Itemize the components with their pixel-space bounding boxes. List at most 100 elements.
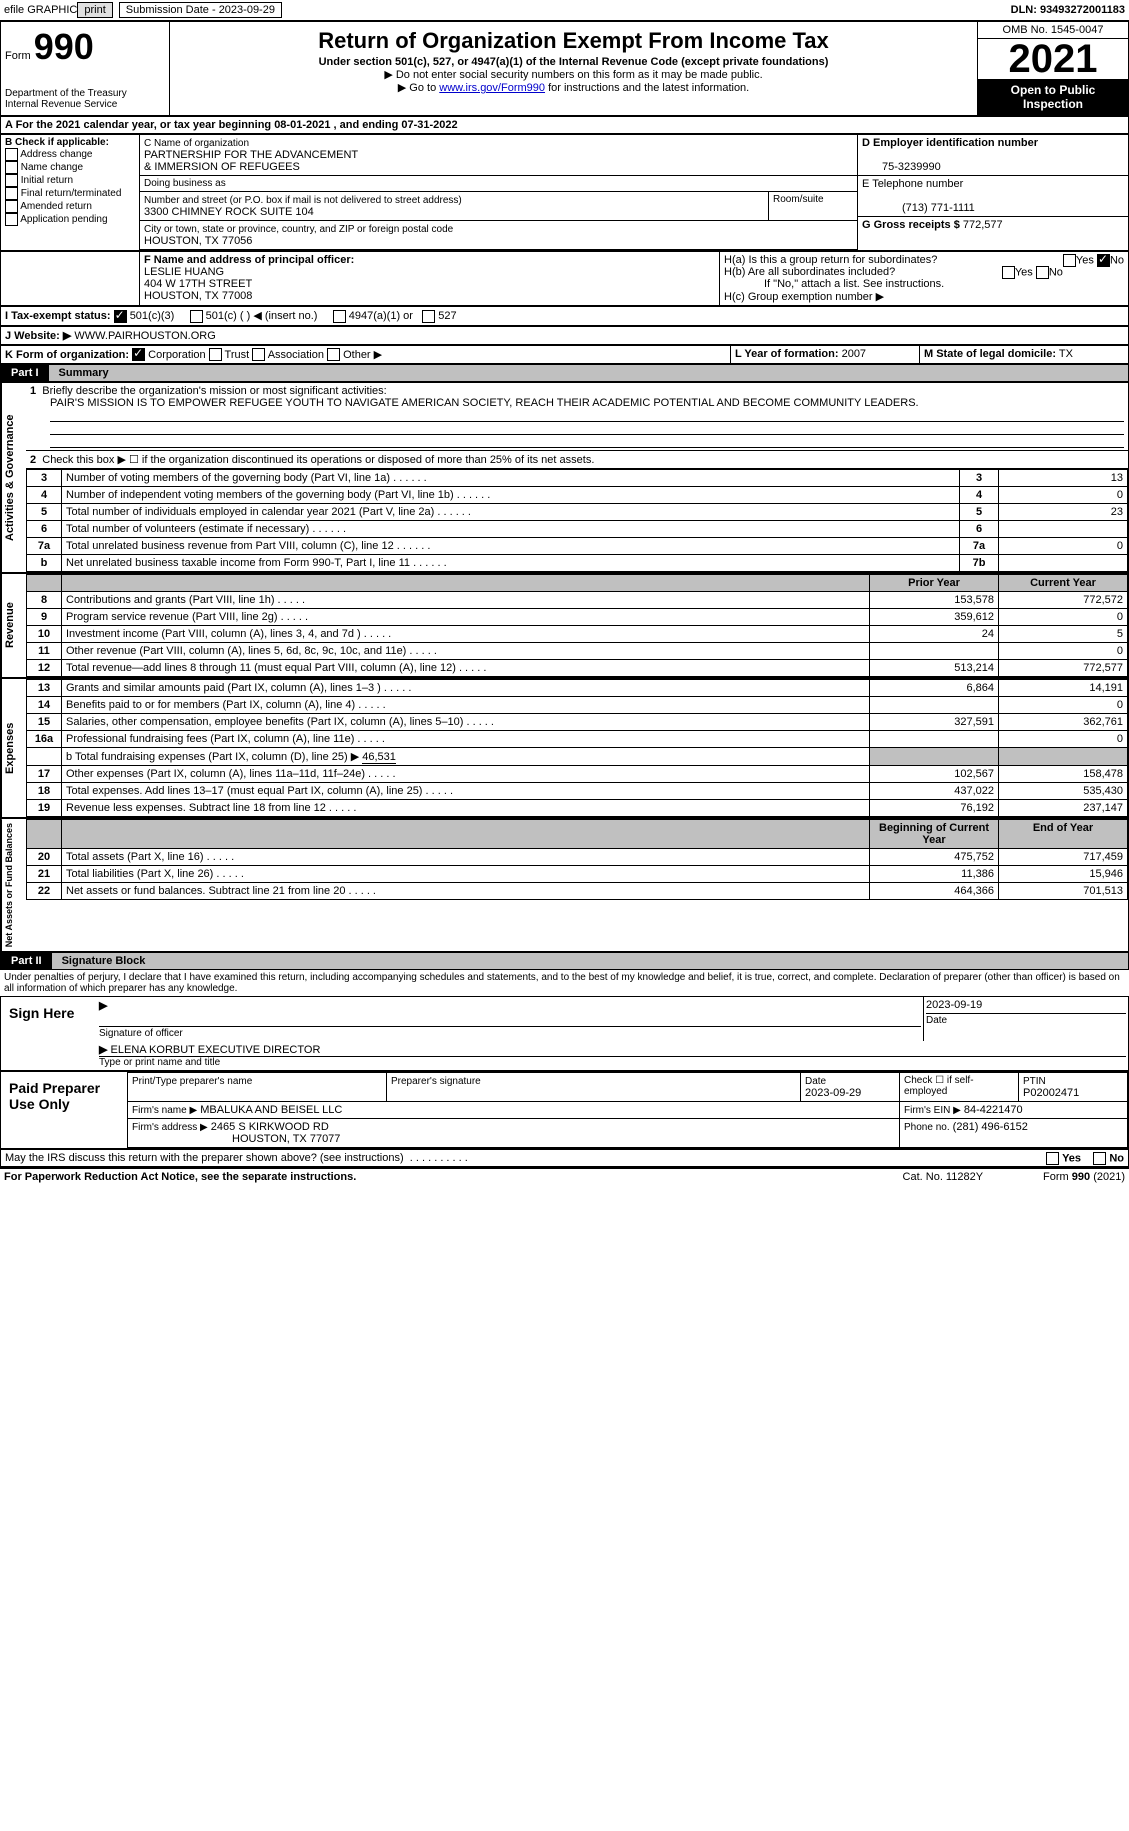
dba-label: Doing business as xyxy=(140,176,857,192)
sign-here-block: Sign Here ▶ Signature of officer 2023-09… xyxy=(0,996,1129,1071)
section-j: J Website: ▶ WWW.PAIRHOUSTON.ORG xyxy=(0,326,1129,345)
form-word: Form xyxy=(5,50,31,62)
tel-label: E Telephone number xyxy=(862,178,963,190)
501c3-checkbox[interactable] xyxy=(114,310,127,323)
row-9: 9Program service revenue (Part VIII, lin… xyxy=(27,609,1128,626)
row-19: 19Revenue less expenses. Subtract line 1… xyxy=(27,800,1128,817)
addr-label: Number and street (or P.O. box if mail i… xyxy=(144,195,462,206)
revenue-table: Prior Year Current Year 8Contributions a… xyxy=(26,574,1128,677)
netassets-section: Net Assets or Fund Balances Beginning of… xyxy=(0,818,1129,952)
k-opt-1[interactable] xyxy=(209,348,222,361)
hb-label: H(b) Are all subordinates included? xyxy=(724,266,895,278)
efile-label: efile GRAPHIC xyxy=(4,4,77,16)
ha-label: H(a) Is this a group return for subordin… xyxy=(724,254,937,266)
hb-yes-checkbox[interactable] xyxy=(1002,266,1015,279)
k-opt-2[interactable] xyxy=(252,348,265,361)
governance-table: 3Number of voting members of the governi… xyxy=(26,469,1128,572)
date-label: Date xyxy=(926,1015,947,1026)
tax-year: 2021 xyxy=(978,39,1128,79)
open-public: Open to Public Inspection xyxy=(978,79,1128,115)
part2-title: Signature Block xyxy=(52,953,1128,969)
tel-value: (713) 771-1111 xyxy=(902,202,975,214)
gov-row-7a: 7aTotal unrelated business revenue from … xyxy=(27,538,1128,555)
checkbox-name-change: Name change xyxy=(5,161,135,174)
irs-link[interactable]: www.irs.gov/Form990 xyxy=(439,82,545,94)
footer-right: Form 990 (2021) xyxy=(1043,1171,1125,1183)
row-21: 21Total liabilities (Part X, line 26) . … xyxy=(27,866,1128,883)
hc-label: H(c) Group exemption number ▶ xyxy=(724,290,1124,303)
part1-header: Part I Summary xyxy=(0,364,1129,382)
hb-no-checkbox[interactable] xyxy=(1036,266,1049,279)
revenue-section: Revenue Prior Year Current Year 8Contrib… xyxy=(0,573,1129,678)
sign-here-label: Sign Here xyxy=(1,997,97,1070)
gov-row-5: 5Total number of individuals employed in… xyxy=(27,504,1128,521)
footer: For Paperwork Reduction Act Notice, see … xyxy=(0,1167,1129,1185)
firm-addr1: 2465 S KIRKWOOD RD xyxy=(211,1121,329,1133)
ha-yes-checkbox[interactable] xyxy=(1063,254,1076,267)
city-state-zip: HOUSTON, TX 77056 xyxy=(144,235,252,247)
checkbox-address-change: Address change xyxy=(5,148,135,161)
name-label: C Name of organization xyxy=(144,138,249,149)
officer-label: F Name and address of principal officer: xyxy=(144,254,354,266)
footer-left: For Paperwork Reduction Act Notice, see … xyxy=(4,1171,356,1183)
sig-date: 2023-09-19 xyxy=(926,999,982,1011)
527-checkbox[interactable] xyxy=(422,310,435,323)
section-klm: K Form of organization: Corporation Trus… xyxy=(0,345,1129,365)
section-m: M State of legal domicile: TX xyxy=(920,346,1128,364)
gross-value: 772,577 xyxy=(963,219,1003,231)
gross-label: G Gross receipts $ xyxy=(862,219,960,231)
print-button[interactable]: print xyxy=(77,2,112,18)
checkbox-initial-return: Initial return xyxy=(5,174,135,187)
row-22: 22Net assets or fund balances. Subtract … xyxy=(27,883,1128,900)
officer-name-title: ELENA KORBUT EXECUTIVE DIRECTOR xyxy=(111,1044,321,1056)
gov-row-4: 4Number of independent voting members of… xyxy=(27,487,1128,504)
firm-ein: 84-4221470 xyxy=(964,1104,1023,1116)
section-h: H(a) Is this a group return for subordin… xyxy=(720,252,1128,305)
expenses-section: Expenses 13Grants and similar amounts pa… xyxy=(0,678,1129,818)
4947-checkbox[interactable] xyxy=(333,310,346,323)
discuss-yes-checkbox[interactable] xyxy=(1046,1152,1059,1165)
hb-note: If "No," attach a list. See instructions… xyxy=(764,278,1124,290)
top-bar: efile GRAPHIC print Submission Date - 20… xyxy=(0,0,1129,21)
footer-cat: Cat. No. 11282Y xyxy=(903,1171,984,1183)
discuss-no-checkbox[interactable] xyxy=(1093,1152,1106,1165)
form-number: 990 xyxy=(34,26,94,67)
form-subtitle: Under section 501(c), 527, or 4947(a)(1)… xyxy=(174,56,973,68)
dept-treasury: Department of the Treasury xyxy=(5,88,165,99)
line1: 1 Briefly describe the organization's mi… xyxy=(26,383,1128,451)
k-opt-3[interactable] xyxy=(327,348,340,361)
part1-body: Activities & Governance 1 Briefly descri… xyxy=(0,382,1129,573)
row-11: 11Other revenue (Part VIII, column (A), … xyxy=(27,643,1128,660)
form-title: Return of Organization Exempt From Incom… xyxy=(174,28,973,54)
vert-netassets: Net Assets or Fund Balances xyxy=(1,819,26,951)
fundraising-total: 46,531 xyxy=(362,751,396,764)
mission-text: PAIR'S MISSION IS TO EMPOWER REFUGEE YOU… xyxy=(50,397,919,409)
section-de: D Employer identification number 75-3239… xyxy=(857,135,1128,250)
row-18: 18Total expenses. Add lines 13–17 (must … xyxy=(27,783,1128,800)
sig-officer-label: Signature of officer xyxy=(99,1028,183,1039)
firm-addr2: HOUSTON, TX 77077 xyxy=(232,1133,340,1145)
room-suite: Room/suite xyxy=(769,192,857,220)
officer-name: LESLIE HUANG xyxy=(144,266,224,278)
part2-header: Part II Signature Block xyxy=(0,952,1129,970)
row-17: 17Other expenses (Part IX, column (A), l… xyxy=(27,766,1128,783)
note-goto: ▶ Go to www.irs.gov/Form990 for instruct… xyxy=(174,81,973,94)
prep-date: 2023-09-29 xyxy=(805,1087,861,1099)
part1-badge: Part I xyxy=(1,365,49,381)
k-opt-0[interactable] xyxy=(132,348,145,361)
section-b: B Check if applicable: Address change Na… xyxy=(1,135,140,250)
note-ssn: ▶ Do not enter social security numbers o… xyxy=(174,68,973,81)
ha-no-checkbox[interactable] xyxy=(1097,254,1110,267)
section-fh: F Name and address of principal officer:… xyxy=(0,251,1129,306)
officer-addr1: 404 W 17TH STREET xyxy=(144,278,252,290)
type-name-label: Type or print name and title xyxy=(99,1056,1126,1068)
checkbox-final-return-terminated: Final return/terminated xyxy=(5,187,135,200)
preparer-table: Print/Type preparer's name Preparer's si… xyxy=(127,1072,1128,1148)
perjury-declaration: Under penalties of perjury, I declare th… xyxy=(0,970,1129,996)
section-i: I Tax-exempt status: 501(c)(3) 501(c) ( … xyxy=(0,306,1129,326)
501c-checkbox[interactable] xyxy=(190,310,203,323)
vert-expenses: Expenses xyxy=(1,679,26,817)
header-left: Form 990 Department of the Treasury Inte… xyxy=(1,22,170,115)
website-label: J Website: ▶ xyxy=(5,330,71,342)
section-c: C Name of organization PARTNERSHIP FOR T… xyxy=(140,135,857,250)
